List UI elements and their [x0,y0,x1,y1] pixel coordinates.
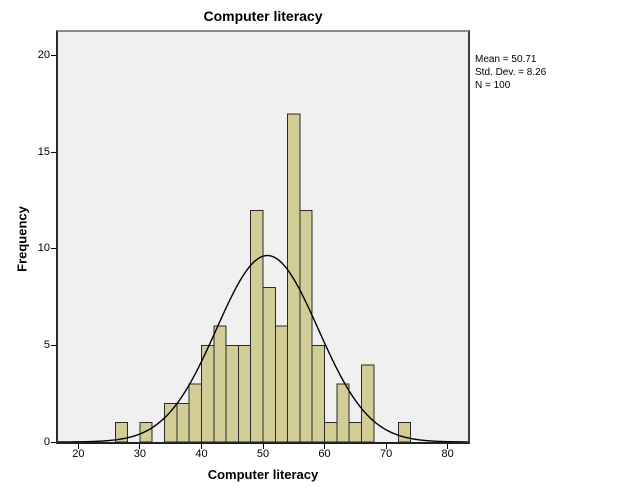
x-tick-mark [447,444,449,449]
y-tick-label: 15 [37,145,50,158]
histogram-bar [139,422,153,442]
histogram-bar [299,209,313,442]
x-tick-label: 80 [441,448,454,460]
histogram-bar [397,422,412,442]
x-tick-label: 40 [195,448,208,460]
histogram-bar [348,422,362,442]
x-tick-label: 70 [379,448,393,460]
y-tick-mark [51,344,56,346]
y-tick-mark [51,151,56,153]
x-tick-mark [385,444,387,449]
y-axis-label: Frequency [14,206,30,272]
x-tick-label: 60 [318,448,331,460]
y-tick-mark [51,248,56,250]
y-tick-label: 20 [37,49,50,62]
histogram-bar [311,344,326,442]
x-axis-label: Computer literacy [207,467,319,482]
histogram-bar [262,287,276,442]
x-tick-mark [324,444,326,449]
x-tick-mark [262,444,264,449]
stats-box: Mean = 50.71 Std. Dev. = 8.26 N = 100 [475,53,546,92]
histogram-bar [237,344,252,442]
x-tick-mark [139,444,141,449]
histogram-bar [336,383,350,442]
histogram-bar [200,344,215,442]
y-tick-label: 0 [43,435,50,448]
histogram-bar [213,325,227,442]
histogram-bar [360,364,375,442]
x-tick-mark [200,444,202,449]
y-tick-mark [51,55,56,57]
histogram-bar [164,402,178,442]
y-tick-label: 10 [37,242,50,255]
histogram-bar [114,422,129,442]
x-tick-label: 30 [133,448,147,460]
chart-title: Computer literacy [203,8,323,24]
histogram-bar [225,344,239,442]
histogram-bar [250,209,264,442]
histogram-bar [274,325,289,442]
normal-curve [58,254,468,442]
stat-std-dev: Std. Dev. = 8.26 [475,67,547,78]
plot-area [56,30,470,444]
stat-mean: Mean = 50.71 [475,54,537,65]
histogram-bar [188,383,202,442]
y-tick-label: 5 [43,338,50,351]
y-tick-mark [51,441,56,443]
x-tick-label: 20 [72,448,85,460]
histogram-plot-svg [58,113,468,442]
histogram-bar [324,422,338,442]
x-tick-label: 50 [256,448,270,460]
x-tick-mark [77,444,79,449]
histogram-bar [176,402,190,442]
stat-n: N = 100 [475,80,511,91]
